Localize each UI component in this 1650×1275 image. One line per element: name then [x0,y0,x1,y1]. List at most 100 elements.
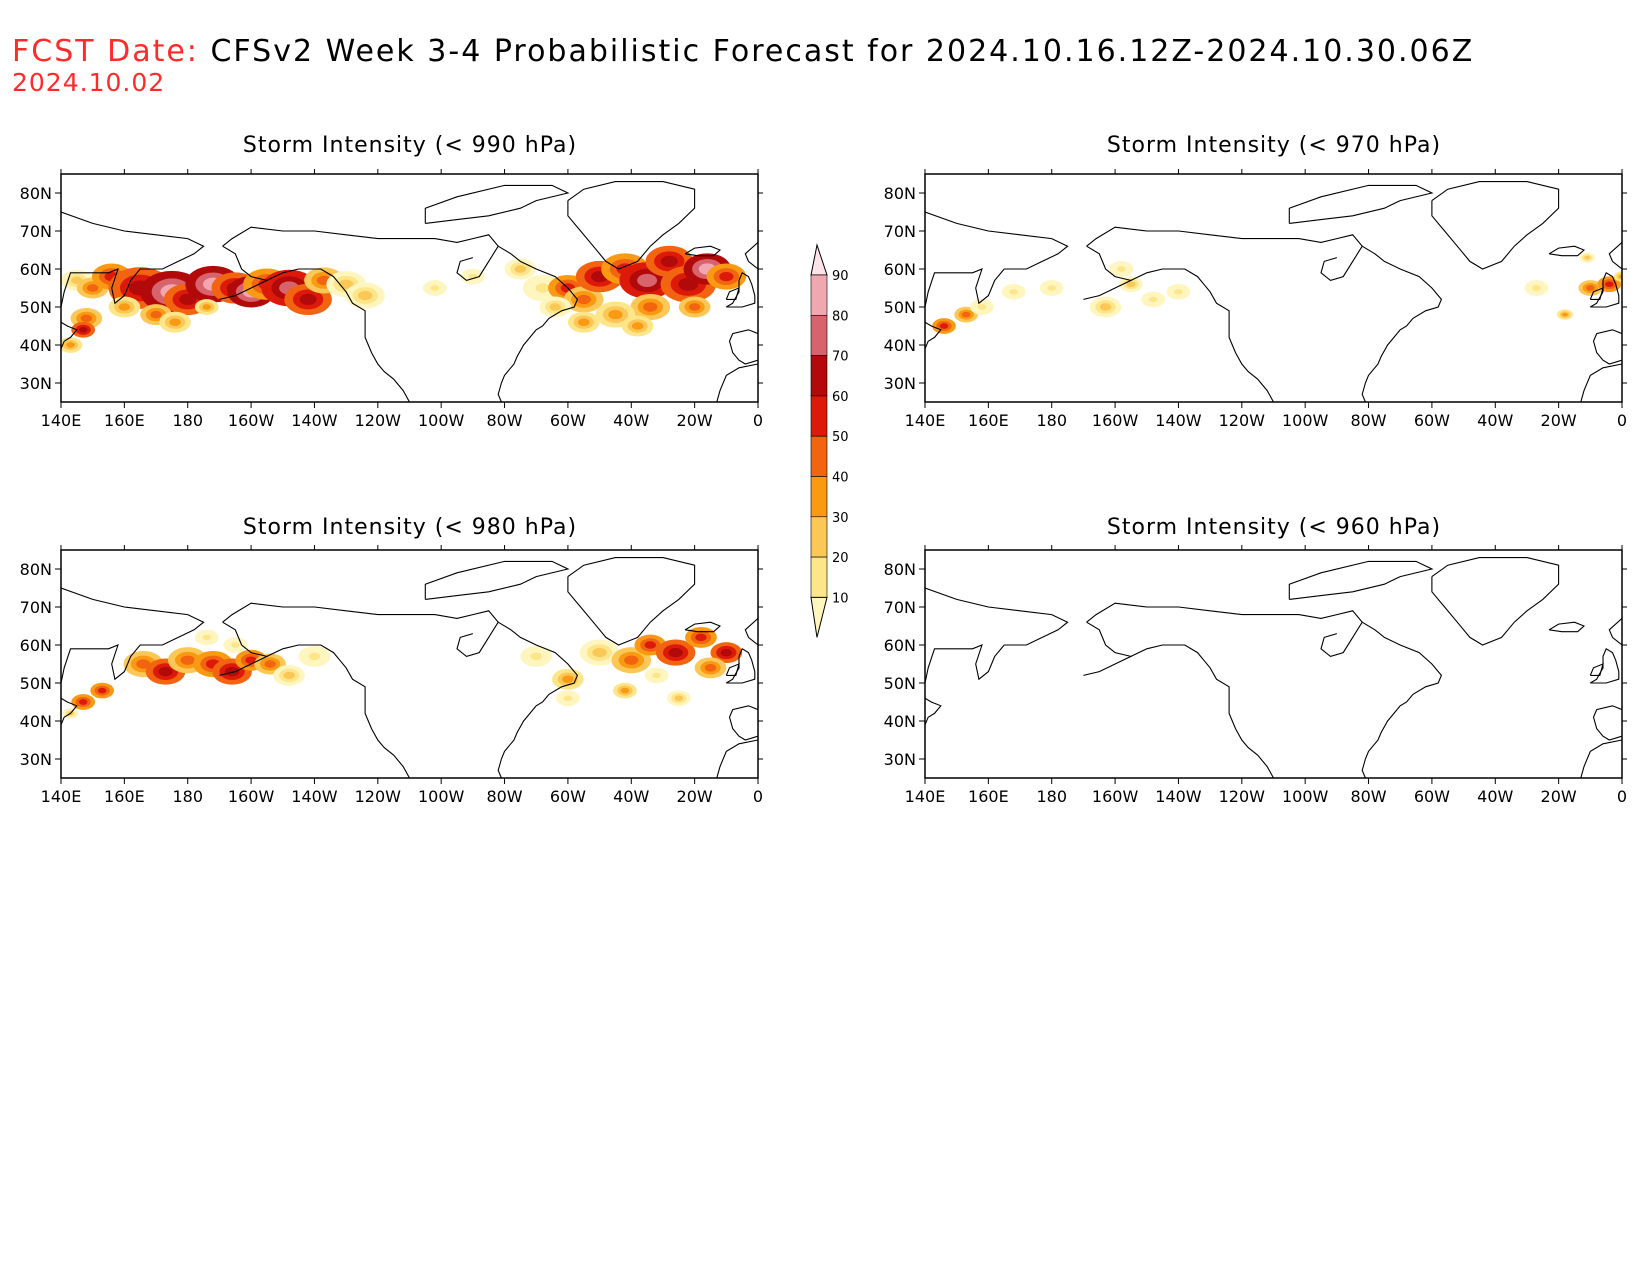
lon-label: 120W [1219,787,1266,806]
coastline [1548,621,1586,633]
lon-label: 160W [1092,411,1139,430]
map-panel-p990: Storm Intensity (< 990 hPa) 140E 160E 180 16… [20,133,763,430]
lon-label: 20W [677,411,713,430]
lon-label: 140W [291,411,338,430]
probability-area [652,672,661,679]
lon-label: 160E [104,411,145,430]
lon-label: 60W [550,411,586,430]
probability-area [118,303,131,311]
lat-label: 40N [20,712,52,731]
coastline [61,697,78,726]
probability-area [66,342,75,348]
coastline [567,181,696,270]
probability-area [643,302,658,312]
probability-area [549,303,561,311]
coastline [1273,610,1363,658]
lon-label: 140W [1155,411,1202,430]
probability-area [576,294,591,305]
coastline [1608,241,1622,270]
coastline [1592,329,1622,365]
lon-label: 160W [228,411,275,430]
coastline [684,621,722,633]
probability-area [624,655,639,665]
colorbar: 10 20 30 40 50 60 70 80 90 [810,243,849,638]
probability-area [80,314,93,323]
probability-area [592,647,607,658]
probability-area [1009,288,1018,295]
colorbar-swatch [810,476,828,518]
lat-label: 60N [884,636,916,655]
probability-area [158,666,173,677]
probability-area [961,311,971,318]
probability-area [939,323,949,329]
lon-label: 180 [172,787,203,806]
figure-title: FCST Date: CFSv2 Week 3-4 Probabilistic … [12,34,1474,69]
lat-label: 40N [884,712,916,731]
lon-label: 60W [1414,411,1450,430]
probability-area [608,309,623,320]
coastline [61,211,205,308]
map-frame [60,173,759,403]
probability-area [514,265,527,273]
coastline [728,329,758,365]
map-area [925,181,1622,402]
lon-label: 0 [753,411,763,430]
lat-label: 60N [20,636,52,655]
probability-area [719,271,734,282]
coastline [1361,621,1443,778]
lat-label: 60N [884,260,916,279]
lat-label: 50N [20,298,52,317]
lon-label: 180 [172,411,203,430]
lon-label: 60W [550,787,586,806]
panel-title: Storm Intensity (< 990 hPa) [243,133,577,158]
coastline [925,321,942,350]
probability-area [202,304,212,310]
map-area [61,181,758,402]
lat-label: 30N [20,750,52,769]
lat-label: 70N [884,222,916,241]
panel-title: Storm Intensity (< 980 hPa) [243,515,577,540]
lon-label: 140E [905,787,946,806]
coastline [219,621,269,676]
probability-area [78,326,88,333]
probability-area [230,642,240,648]
lon-label: 160W [1092,787,1139,806]
lat-label: 50N [884,298,916,317]
lon-label: 80W [1350,787,1386,806]
coastline [567,557,696,646]
coastline [222,602,410,623]
probability-area [1562,312,1568,317]
coastline [497,245,579,402]
probability-area [578,318,590,326]
lon-label: 100W [1282,411,1329,430]
probability-area [202,634,212,641]
probability-area [430,285,440,291]
probability-area [179,293,197,306]
probability-area [704,664,717,672]
lon-label: 20W [1541,411,1577,430]
colorbar-label: 20 [832,551,849,566]
probability-area [97,687,107,694]
probability-area [1126,281,1136,288]
coastline [219,245,269,300]
coastline [1608,617,1622,646]
lat-label: 80N [884,560,916,579]
probability-area [695,633,707,642]
lon-label: 120W [355,787,402,806]
lon-label: 40W [1477,411,1513,430]
coastline [716,363,758,402]
probability-area [78,699,88,705]
lat-label: 70N [884,598,916,617]
coastline [61,321,78,350]
map-panel-p970: Storm Intensity (< 970 hPa) 140E 160E 180 16… [884,133,1627,430]
map-area [925,557,1622,778]
probability-area [180,655,195,665]
coastline [409,234,499,282]
coastline [61,587,205,684]
lon-label: 40W [1477,787,1513,806]
probability-area [620,687,630,694]
lon-label: 160E [104,787,145,806]
panel-title: Storm Intensity (< 970 hPa) [1107,133,1441,158]
lon-label: 0 [1617,411,1627,430]
colorbar-label: 40 [832,471,849,486]
